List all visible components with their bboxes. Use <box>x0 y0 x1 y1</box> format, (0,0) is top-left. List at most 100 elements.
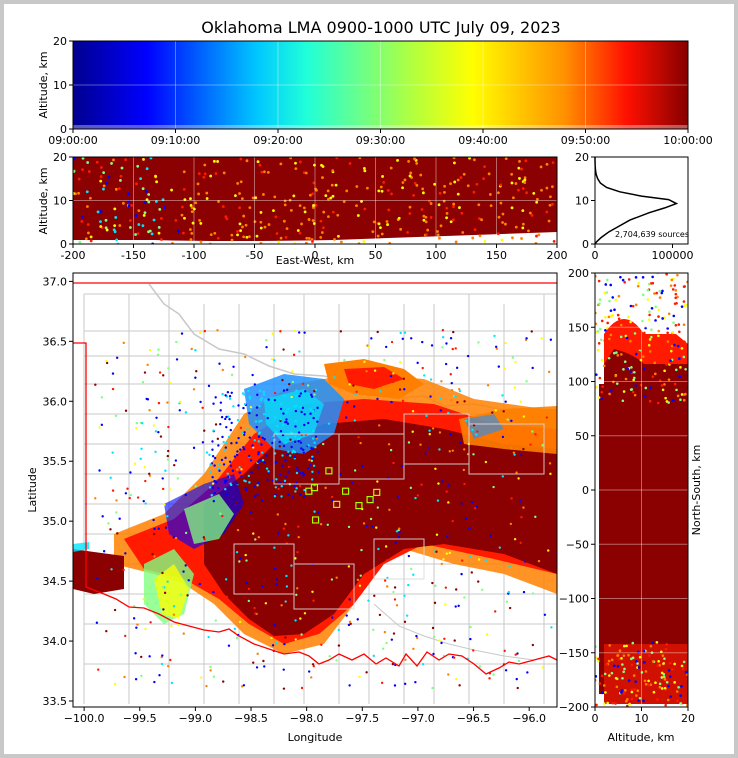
map-source-dot <box>124 409 128 412</box>
ns-source-dot <box>629 320 632 324</box>
map-source-dot <box>257 432 261 435</box>
ns-source-dot <box>653 361 656 365</box>
map-scatter-dots <box>94 329 553 690</box>
map-source-dot <box>298 350 301 353</box>
map-source-dot <box>449 373 452 376</box>
ew-source-dot <box>181 231 185 235</box>
ew-source-dot <box>183 198 187 202</box>
map-source-dot <box>256 484 259 487</box>
ew-source-dot <box>381 175 384 178</box>
map-source-dot <box>444 586 448 589</box>
map-source-dot <box>397 535 401 539</box>
map-source-dot <box>248 454 251 458</box>
ew-source-dot <box>535 197 539 201</box>
ew-source-dot <box>424 220 428 224</box>
map-source-dot <box>401 514 404 518</box>
ew-source-dot <box>203 163 207 167</box>
ew-source-dot <box>245 159 249 163</box>
map-source-dot <box>531 643 535 647</box>
ew-source-dot <box>421 187 425 191</box>
ew-source-dot <box>157 225 161 229</box>
map-source-dot <box>267 511 270 515</box>
map-source-dot <box>516 652 519 655</box>
ns-source-dot <box>615 351 618 354</box>
map-source-dot <box>468 527 471 530</box>
map-source-dot <box>549 338 553 341</box>
ew-source-dot <box>408 212 412 215</box>
map-source-dot <box>429 395 432 398</box>
map-source-dot <box>282 389 286 392</box>
map-source-dot <box>260 585 264 588</box>
ew-source-dot <box>436 230 439 233</box>
station-marker <box>373 488 381 496</box>
ew-source-dot <box>99 175 103 178</box>
ns-source-dot <box>624 377 628 381</box>
ew-source-dot <box>298 231 302 235</box>
ew-source-dot <box>532 192 536 195</box>
map-source-dot <box>161 487 165 491</box>
ew-source-dot <box>205 197 209 200</box>
ew-source-dot <box>363 169 367 173</box>
map-source-dot <box>274 486 277 489</box>
ew-source-dot <box>239 229 243 233</box>
map-source-dot <box>313 510 316 513</box>
ns-source-dot <box>674 323 678 327</box>
map-source-dot <box>400 459 403 462</box>
ew-source-dot <box>117 187 121 190</box>
ns-source-dot <box>681 667 685 671</box>
map-source-dot <box>281 378 284 382</box>
ns-source-dot <box>658 289 661 293</box>
map-source-dot <box>274 460 278 464</box>
map-source-dot <box>447 501 450 504</box>
ew-source-dot <box>194 201 198 205</box>
ns-source-dot <box>685 303 688 307</box>
map-source-dot <box>146 398 150 401</box>
ns-source-dot <box>614 676 618 680</box>
map-source-dot <box>175 358 179 361</box>
ew-source-dot <box>239 157 243 161</box>
map-source-dot <box>276 424 279 428</box>
map-source-dot <box>123 675 126 679</box>
map-xtick-label: −96.0 <box>512 712 546 725</box>
map-source-dot <box>216 437 220 441</box>
ns-source-dot <box>666 331 669 335</box>
map-source-dot <box>263 665 266 668</box>
ew-source-dot <box>382 180 386 184</box>
map-source-dot <box>446 535 449 538</box>
map-source-dot <box>240 475 243 478</box>
ns-source-dot <box>629 339 632 343</box>
map-source-dot <box>294 559 298 562</box>
map-source-dot <box>393 684 397 687</box>
ns-source-dot <box>664 703 667 707</box>
map-source-dot <box>347 623 351 627</box>
ew-source-dot <box>521 226 525 230</box>
ns-source-dot <box>616 354 620 357</box>
ew-source-dot <box>105 181 109 185</box>
ns-source-dot <box>665 273 668 276</box>
map-source-dot <box>385 559 388 562</box>
map-source-dot <box>412 647 415 650</box>
map-source-dot <box>348 383 351 386</box>
map-source-dot <box>151 552 154 556</box>
map-source-dot <box>504 669 508 672</box>
map-source-dot <box>280 402 283 406</box>
map-source-dot <box>391 662 395 666</box>
histogram-line <box>594 156 679 245</box>
map-source-dot <box>312 416 315 420</box>
map-source-dot <box>460 502 463 505</box>
map-source-dot <box>303 495 306 498</box>
map-source-dot <box>454 543 457 546</box>
map-source-dot <box>451 449 454 452</box>
ew-source-dot <box>428 199 431 203</box>
map-source-dot <box>360 464 364 468</box>
ew-source-dot <box>129 219 132 222</box>
map-source-dot <box>485 633 489 636</box>
map-source-dot <box>548 462 552 465</box>
map-source-dot <box>264 602 268 605</box>
ns-source-dot <box>666 340 670 343</box>
ew-scatter-dots <box>73 157 556 244</box>
ew-source-dot <box>134 214 138 218</box>
ns-source-dot <box>658 682 662 686</box>
ew-source-dot <box>550 185 554 189</box>
map-source-dot <box>163 591 167 595</box>
